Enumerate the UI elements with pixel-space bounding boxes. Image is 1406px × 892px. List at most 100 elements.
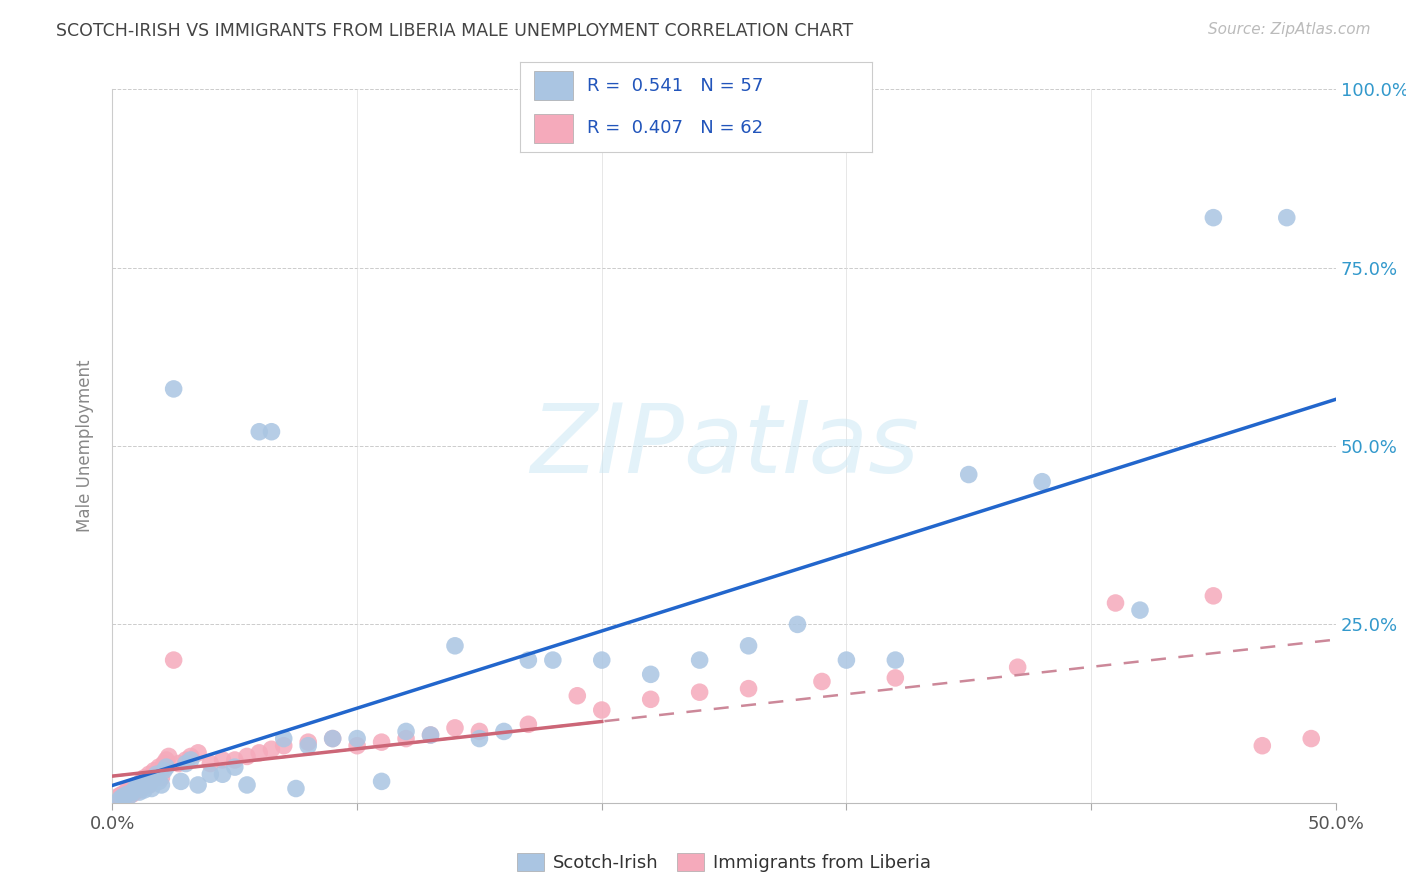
- Point: [125, 778, 148, 792]
- Y-axis label: Male Unemployment: Male Unemployment: [76, 359, 94, 533]
- Point: [689, 653, 711, 667]
- Point: [419, 728, 441, 742]
- Point: [346, 731, 368, 746]
- Point: [174, 756, 197, 771]
- Point: [134, 778, 156, 792]
- Point: [135, 774, 157, 789]
- Point: [125, 781, 148, 796]
- Point: [115, 783, 138, 797]
- Point: [200, 767, 222, 781]
- Point: [105, 790, 128, 805]
- Point: [492, 724, 515, 739]
- Point: [145, 767, 167, 781]
- Point: [155, 753, 177, 767]
- Legend: Scotch-Irish, Immigrants from Liberia: Scotch-Irish, Immigrants from Liberia: [510, 846, 938, 880]
- Point: [236, 778, 259, 792]
- Point: [395, 724, 418, 739]
- Point: [1275, 211, 1298, 225]
- Point: [131, 780, 153, 794]
- Point: [150, 771, 173, 785]
- Point: [1202, 211, 1225, 225]
- Point: [786, 617, 808, 632]
- Point: [121, 787, 143, 801]
- Point: [143, 771, 166, 785]
- Text: ZIPatlas: ZIPatlas: [530, 400, 918, 492]
- Point: [811, 674, 834, 689]
- FancyBboxPatch shape: [534, 71, 574, 100]
- Point: [115, 785, 138, 799]
- Point: [121, 783, 143, 797]
- Point: [444, 639, 467, 653]
- Point: [115, 787, 138, 801]
- Point: [121, 785, 143, 799]
- Point: [1104, 596, 1126, 610]
- Point: [131, 780, 153, 794]
- Point: [145, 767, 167, 781]
- Point: [163, 653, 186, 667]
- Point: [108, 792, 131, 806]
- Point: [468, 724, 491, 739]
- Point: [155, 760, 177, 774]
- Point: [322, 731, 344, 746]
- Point: [114, 789, 136, 803]
- Point: [835, 653, 858, 667]
- Point: [297, 739, 319, 753]
- Point: [591, 653, 613, 667]
- Point: [131, 774, 153, 789]
- Point: [167, 756, 190, 771]
- Point: [541, 653, 564, 667]
- Point: [118, 789, 141, 803]
- Point: [273, 731, 295, 746]
- Point: [128, 785, 150, 799]
- Text: SCOTCH-IRISH VS IMMIGRANTS FROM LIBERIA MALE UNEMPLOYMENT CORRELATION CHART: SCOTCH-IRISH VS IMMIGRANTS FROM LIBERIA …: [56, 22, 853, 40]
- Point: [395, 731, 418, 746]
- Point: [138, 778, 160, 792]
- Point: [689, 685, 711, 699]
- Point: [138, 767, 160, 781]
- FancyBboxPatch shape: [534, 114, 574, 143]
- Point: [141, 771, 163, 785]
- Point: [737, 681, 759, 696]
- Point: [104, 792, 127, 806]
- Point: [157, 749, 180, 764]
- Point: [153, 764, 176, 778]
- Point: [419, 728, 441, 742]
- Point: [153, 756, 176, 771]
- Point: [247, 746, 270, 760]
- Point: [211, 753, 233, 767]
- Point: [135, 774, 157, 789]
- Point: [180, 753, 202, 767]
- Point: [124, 783, 146, 797]
- Text: R =  0.407   N = 62: R = 0.407 N = 62: [588, 120, 763, 137]
- Point: [517, 717, 540, 731]
- Point: [468, 731, 491, 746]
- Point: [1202, 589, 1225, 603]
- Point: [957, 467, 980, 482]
- Point: [180, 749, 202, 764]
- Point: [1007, 660, 1029, 674]
- Point: [297, 735, 319, 749]
- Point: [1031, 475, 1053, 489]
- Point: [517, 653, 540, 667]
- Point: [174, 753, 197, 767]
- Point: [128, 783, 150, 797]
- Point: [111, 787, 134, 801]
- Point: [346, 739, 368, 753]
- Point: [737, 639, 759, 653]
- Point: [591, 703, 613, 717]
- Point: [260, 742, 283, 756]
- Point: [1129, 603, 1152, 617]
- Point: [640, 692, 662, 706]
- Point: [170, 774, 193, 789]
- Point: [200, 756, 222, 771]
- Point: [111, 790, 134, 805]
- Point: [224, 760, 246, 774]
- Point: [1301, 731, 1323, 746]
- Point: [108, 789, 131, 803]
- Point: [118, 781, 141, 796]
- Point: [187, 746, 209, 760]
- Point: [236, 749, 259, 764]
- Point: [1251, 739, 1274, 753]
- Point: [148, 774, 170, 789]
- Point: [224, 753, 246, 767]
